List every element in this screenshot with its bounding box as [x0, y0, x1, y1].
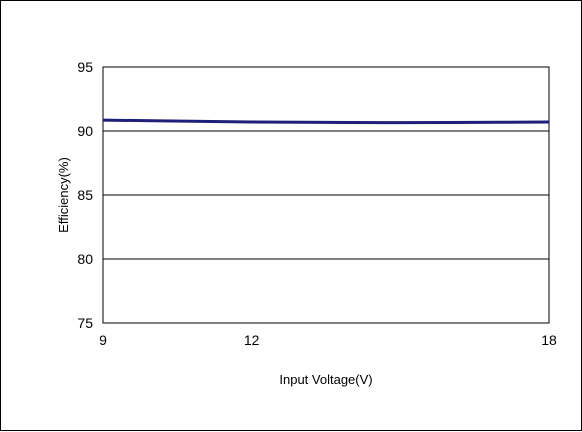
y-tick-label: 75 [77, 315, 93, 331]
y-tick-label: 85 [77, 187, 93, 203]
x-tick-label: 9 [99, 332, 107, 348]
y-tick-labels: 75 80 85 90 95 [77, 59, 93, 331]
gridlines [103, 130, 549, 260]
series-layer [102, 118, 550, 125]
y-tick-label: 95 [77, 59, 93, 75]
x-axis-title: Input Voltage(V) [279, 372, 372, 387]
x-tick-labels: 9 12 18 [99, 332, 557, 348]
y-tick-label: 80 [77, 251, 93, 267]
y-axis-title: Efficiency(%) [56, 157, 71, 233]
x-tick-label: 18 [541, 332, 557, 348]
plot-area [102, 66, 550, 324]
series-line-0 [102, 118, 550, 125]
x-tick-label: 12 [244, 332, 260, 348]
y-tick-label: 90 [77, 123, 93, 139]
